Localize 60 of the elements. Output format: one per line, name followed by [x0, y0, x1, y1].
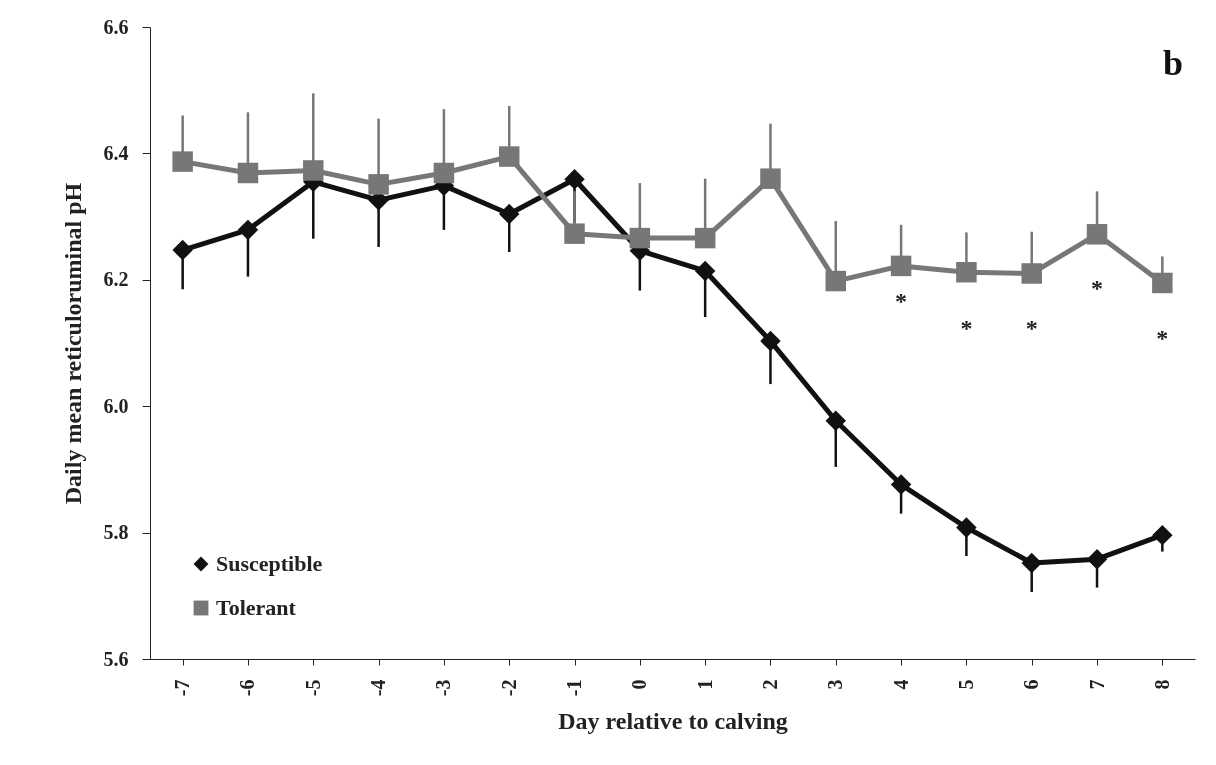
legend-label: Tolerant — [216, 595, 297, 620]
point — [956, 517, 977, 538]
x-tick-label: 2 — [758, 679, 781, 690]
point — [564, 223, 585, 244]
point — [760, 330, 781, 352]
x-tick-label: -2 — [497, 679, 520, 697]
point — [694, 227, 716, 249]
legend-label: Susceptible — [216, 551, 323, 576]
point — [172, 151, 193, 172]
x-tick-label: 0 — [628, 679, 651, 690]
x-tick-label: -1 — [563, 679, 586, 697]
point — [564, 169, 585, 190]
point — [1021, 552, 1042, 574]
point — [1086, 548, 1108, 570]
point — [1086, 224, 1108, 245]
y-tick-label: 5.8 — [103, 521, 129, 544]
x-tick-label: -6 — [236, 679, 259, 697]
x-tick-label: 8 — [1150, 679, 1173, 690]
x-tick-label: 1 — [693, 679, 716, 690]
point — [172, 239, 193, 261]
point — [1021, 263, 1042, 284]
annotation: * — [1156, 325, 1169, 351]
y-tick-label: 6.2 — [103, 268, 129, 291]
annotation: * — [895, 288, 908, 314]
x-axis-title: Day relative to calving — [558, 708, 788, 735]
point — [956, 261, 977, 283]
annotation: b — [1162, 43, 1183, 83]
x-tick-label: -4 — [367, 679, 390, 697]
x-tick-label: 4 — [889, 679, 912, 690]
point — [303, 160, 324, 181]
point — [694, 260, 716, 282]
point — [498, 203, 520, 225]
x-tick-label: -5 — [301, 679, 324, 697]
annotation: * — [1025, 315, 1038, 341]
point — [890, 255, 912, 277]
x-tick-label: -3 — [432, 679, 455, 697]
point — [825, 410, 847, 431]
x-tick-label: 6 — [1020, 679, 1043, 690]
point — [237, 219, 259, 241]
annotation: * — [1091, 275, 1104, 301]
point — [237, 162, 259, 184]
point — [1152, 272, 1173, 294]
point — [760, 168, 781, 189]
point — [629, 227, 651, 249]
annotation: * — [960, 315, 973, 341]
point — [498, 146, 520, 167]
y-axis-title: Daily mean reticuloruminal pH — [59, 182, 86, 505]
point — [433, 162, 455, 184]
y-tick-label: 6.0 — [103, 394, 129, 417]
y-tick-label: 6.6 — [103, 15, 129, 38]
point — [890, 474, 912, 495]
y-tick-label: 5.6 — [103, 647, 129, 670]
x-tick-label: 3 — [824, 679, 847, 690]
x-tick-label: 5 — [954, 679, 977, 690]
point — [825, 270, 847, 292]
y-tick-label: 6.4 — [103, 141, 129, 164]
x-tick-label: 7 — [1085, 679, 1108, 690]
point — [368, 174, 389, 195]
x-tick-label: -7 — [171, 679, 194, 697]
point — [1152, 524, 1173, 546]
